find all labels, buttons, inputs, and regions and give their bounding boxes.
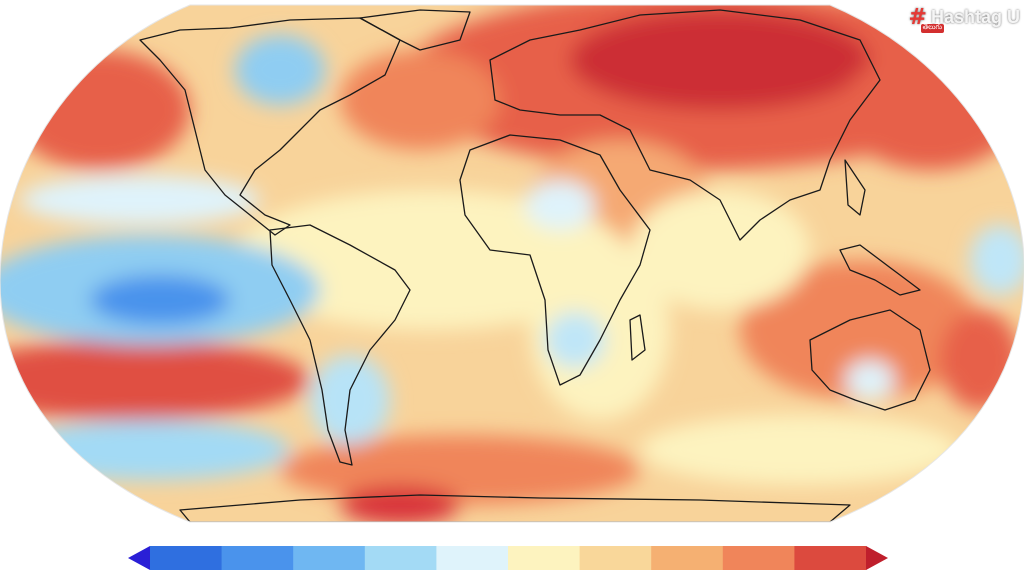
- projection-outline: [0, 4, 1024, 523]
- hash-logo-icon: #: [908, 4, 927, 30]
- colorbar-segment: [579, 546, 652, 570]
- colorbar-segment: [293, 546, 366, 570]
- south-pacific-warm-band: [0, 340, 310, 420]
- colorbar-segment: [150, 546, 223, 570]
- hashtag-u-watermark: # Hashtag U తెలుగు: [908, 4, 1020, 33]
- anomaly-field: [0, 5, 1024, 522]
- africa-coast: [459, 134, 651, 386]
- east-pacific-cold-core: [90, 275, 230, 325]
- africa-cool-spot: [545, 312, 605, 368]
- north-pacific-cool-band: [20, 175, 260, 225]
- colorbar-segment: [221, 546, 294, 570]
- antarctica-coast: [179, 494, 851, 522]
- patagonia-cool-region: [310, 355, 390, 445]
- colorbar-segment: [722, 546, 795, 570]
- hudson-bay-cool-region: [235, 35, 325, 105]
- southern-ocean-neutral: [640, 415, 960, 485]
- south-atlantic-warm-band: [280, 435, 640, 505]
- south-america-coast: [269, 224, 411, 466]
- south-pacific-cool-band: [10, 420, 290, 480]
- indian-ocean-neutral: [630, 190, 810, 310]
- colorbar-segment: [436, 546, 509, 570]
- bering-warm-region: [840, 50, 1020, 170]
- siberia-hot-region: [570, 10, 870, 110]
- colorbar-min-extend: [128, 546, 150, 570]
- colorbar-segment: [794, 546, 867, 570]
- west-pacific-warm-region: [740, 260, 980, 400]
- north-atlantic-warm-region: [340, 50, 500, 150]
- temperature-anomaly-map: [0, 4, 1024, 523]
- north-pacific-warm-region: [10, 50, 190, 170]
- colorbar-max-extend: [866, 546, 888, 570]
- colorbar-segment: [651, 546, 724, 570]
- watermark-badge: తెలుగు: [920, 24, 944, 33]
- north-america-coast: [139, 17, 401, 236]
- colorbar-segment: [364, 546, 437, 570]
- color-scale-bar: [128, 546, 888, 570]
- australia-cool-spot: [845, 360, 895, 400]
- japan-coast: [844, 159, 866, 216]
- eurasia-coast: [489, 9, 881, 241]
- tropical-atlantic-neutral: [230, 190, 630, 330]
- east-cool-edge: [970, 225, 1024, 295]
- antarctic-warm-spot: [340, 485, 460, 522]
- australia-coast: [809, 309, 931, 411]
- watermark-name: Hashtag U: [930, 6, 1020, 27]
- greenland-coast: [359, 9, 471, 51]
- indonesia-coast: [839, 244, 921, 296]
- colorbar-segment: [508, 546, 581, 570]
- sahara-cool-spot: [525, 180, 595, 230]
- coastlines: [139, 9, 931, 522]
- madagascar-coast: [629, 314, 646, 361]
